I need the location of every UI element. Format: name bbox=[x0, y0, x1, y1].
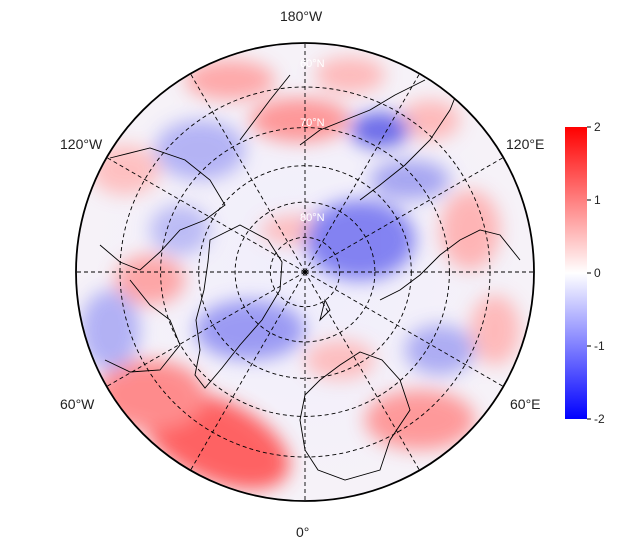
map-boundary bbox=[75, 42, 535, 502]
colorbar-label-neg1: -1 bbox=[594, 339, 605, 353]
meridian-line bbox=[190, 73, 306, 273]
meridian-line bbox=[304, 73, 420, 273]
latitude-ring bbox=[234, 201, 376, 343]
colorbar-label-1: 1 bbox=[594, 193, 601, 207]
colorbar bbox=[565, 127, 587, 419]
colorbar-label-0: 0 bbox=[594, 266, 601, 280]
meridian-line bbox=[304, 157, 504, 273]
graticule bbox=[76, 43, 534, 501]
colorbar-label-2: 2 bbox=[594, 120, 601, 134]
latitude-ring bbox=[269, 236, 341, 308]
lon-label-60e: 60°E bbox=[510, 396, 541, 412]
colorbar-label-neg2: -2 bbox=[594, 412, 605, 426]
lon-label-120w: 120°W bbox=[60, 136, 103, 152]
coastlines bbox=[99, 74, 521, 481]
meridian-line bbox=[106, 157, 306, 273]
meridian-line bbox=[304, 271, 504, 387]
lon-label-60w: 60°W bbox=[60, 396, 95, 412]
lon-label-180w: 180°W bbox=[280, 8, 323, 24]
lon-label-0: 0° bbox=[296, 524, 310, 540]
meridian-line bbox=[304, 271, 420, 471]
meridian-line bbox=[190, 271, 306, 471]
latitude-ring bbox=[160, 127, 450, 417]
lat-label-80n: 80°N bbox=[300, 212, 325, 224]
lon-label-120e: 120°E bbox=[506, 136, 545, 152]
colorbar-ticks bbox=[587, 126, 591, 420]
lat-label-70n: 70°N bbox=[300, 117, 325, 129]
meridian-line bbox=[106, 271, 306, 387]
lat-label-60n: 60°N bbox=[300, 58, 325, 70]
